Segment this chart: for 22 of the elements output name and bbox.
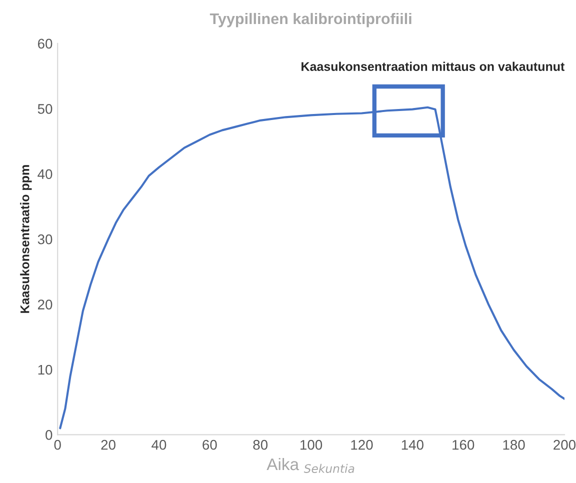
x-tick-label: 100 [300,440,322,450]
x-tick-label: 160 [452,440,474,450]
y-tick-label: 60 [38,38,52,49]
x-tick-label: 120 [351,440,373,450]
y-axis-title: Kaasukonsentraatio ppm [20,165,32,313]
y-tick-label: 50 [38,104,52,114]
y-tick-label: 20 [38,300,52,310]
y-tick-label: 40 [38,169,52,180]
x-tick-label: 80 [253,440,268,450]
x-tick-label: 20 [101,440,116,450]
x-tick-label: 200 [554,440,576,450]
annotation: Kaasukonsentraation mittaus on vakautunut [302,62,565,71]
x-tick-label: 60 [202,440,217,450]
y-tick-label: 0 [46,430,52,440]
chart-title: Tyypillinen kalibrointiprofiili [210,12,412,28]
x-tick-label: 140 [402,440,424,450]
x-tick-label: 180 [503,440,525,450]
x-tick-label: 0 [54,440,61,450]
y-tick-label: 30 [38,234,52,244]
x-tick-label: 40 [152,440,166,450]
y-tick-label: 10 [38,364,52,375]
x-axis-title: Aika $_{Sekuntia}$ [266,458,354,473]
